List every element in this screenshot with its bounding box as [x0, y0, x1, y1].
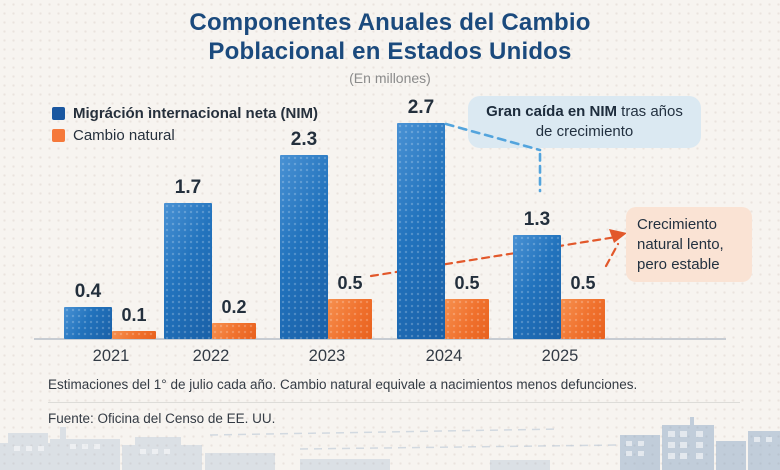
legend-item-natural: Cambio natural [52, 124, 318, 146]
chart-legend: Migráción ìnternacional neta (NIM) Cambi… [52, 102, 318, 146]
bar-natural-2023 [328, 299, 372, 339]
bar-natural-2022 [212, 323, 256, 339]
x-axis-label-2021: 2021 [92, 347, 130, 365]
bar-natural-2024 [445, 299, 489, 339]
x-axis-line [34, 338, 726, 340]
legend-label-natural: Cambio natural [73, 126, 175, 144]
bar-nim-2021 [64, 307, 112, 339]
value-label-nim-2024: 2.7 [407, 97, 435, 118]
bar-nim-2024 [397, 123, 445, 339]
bar-nim-2023 [280, 155, 328, 339]
x-axis-label-2023: 2023 [308, 347, 346, 365]
source-credit: Fuente: Oficina del Censo de EE. UU. [48, 411, 276, 426]
chart-units-subtitle: (En millones) [349, 69, 431, 86]
value-label-natural-2021: 0.1 [121, 305, 147, 325]
value-label-natural-2025: 0.5 [570, 273, 596, 293]
value-label-nim-2021: 0.4 [74, 281, 102, 302]
x-axis-label-2025: 2025 [541, 347, 579, 365]
natural-legend-swatch-icon [52, 128, 65, 142]
bar-natural-2025 [561, 299, 605, 339]
footer-divider [48, 402, 740, 403]
legend-label-nim: Migráción ìnternacional neta (NIM) [73, 104, 319, 122]
value-label-nim-2023: 2.3 [290, 129, 318, 150]
chart-header: Componentes Anuales del Cambio Poblacion… [0, 8, 780, 86]
x-axis-label-2024: 2024 [425, 347, 463, 365]
value-label-natural-2024: 0.5 [454, 273, 480, 293]
page-title-line2: Poblacional en Estados Unidos [208, 38, 572, 66]
bar-natural-2021 [112, 331, 156, 339]
natural-callout-text: Crecimiento natural lento, pero estable [637, 216, 724, 273]
natural-growth-callout: Crecimiento natural lento, pero estable [626, 207, 752, 283]
value-label-nim-2022: 1.7 [174, 177, 202, 198]
value-label-natural-2022: 0.2 [221, 297, 247, 317]
nim-callout-rest-text: tras años de crecimiento [535, 103, 683, 140]
value-label-nim-2025: 1.3 [523, 209, 551, 230]
page-title-line1: Componentes Anuales del Cambio [189, 9, 591, 36]
bar-nim-2022 [164, 203, 212, 339]
nim-drop-callout: Gran caída en NIM tras años de crecimien… [468, 96, 701, 148]
estimates-footnote: Estimaciones del 1° de julio cada año. C… [48, 377, 638, 392]
legend-item-nim: Migráción ìnternacional neta (NIM) [52, 102, 318, 124]
x-axis-label-2022: 2022 [192, 347, 230, 365]
nim-legend-swatch-icon [52, 106, 65, 120]
value-label-natural-2023: 0.5 [337, 273, 363, 293]
nim-callout-bold-text: Gran caída en NIM [486, 103, 617, 120]
